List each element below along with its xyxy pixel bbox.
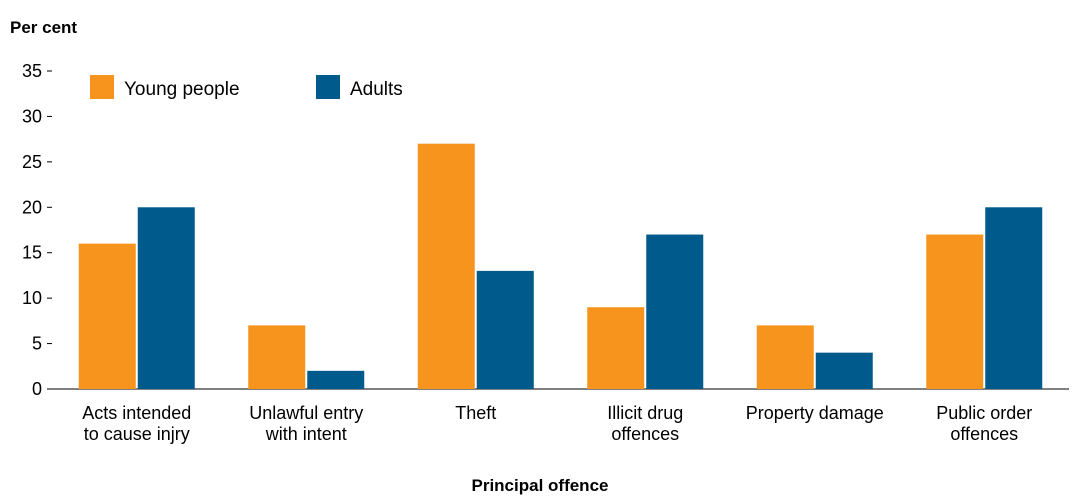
bar-young-people — [756, 325, 814, 389]
bars — [78, 143, 1043, 389]
y-tick-label: 30 — [22, 106, 42, 126]
category-label: offences — [950, 424, 1018, 444]
category-label: Illicit drug — [607, 403, 683, 423]
category-label: with intent — [265, 424, 347, 444]
y-axis-title: Per cent — [10, 18, 77, 37]
category-label: Property damage — [746, 403, 884, 423]
legend: Young people Adults — [90, 75, 403, 100]
y-tick-label: 15 — [22, 243, 42, 263]
y-tick-label: 25 — [22, 152, 42, 172]
bar-young-people — [248, 325, 306, 389]
bar-young-people — [587, 307, 645, 389]
y-axis-ticks: 0 5 10 15 20 25 30 35 — [22, 61, 52, 399]
bar-adults — [985, 207, 1043, 389]
bar-adults — [476, 270, 534, 389]
bar-young-people — [78, 243, 136, 389]
legend-label: Young people — [124, 79, 240, 100]
category-label: Public order — [936, 403, 1032, 423]
category-label: to cause injry — [84, 424, 190, 444]
y-tick-label: 20 — [22, 197, 42, 217]
legend-swatch — [90, 75, 114, 99]
legend-label: Adults — [350, 79, 403, 100]
bar-adults — [137, 207, 195, 389]
bar-young-people — [926, 234, 984, 389]
y-tick-label: 5 — [32, 334, 42, 354]
y-tick-label: 0 — [32, 379, 42, 399]
x-axis-title: Principal offence — [472, 476, 609, 495]
y-tick-label: 35 — [22, 61, 42, 81]
category-label: Theft — [455, 403, 496, 423]
bar-adults — [815, 352, 873, 389]
y-tick-label: 10 — [22, 288, 42, 308]
legend-swatch — [316, 75, 340, 99]
bar-adults — [646, 234, 704, 389]
bar-young-people — [417, 143, 475, 389]
category-label: Unlawful entry — [249, 403, 363, 423]
category-label: Acts intended — [82, 403, 191, 423]
bar-adults — [307, 370, 365, 389]
category-label: offences — [611, 424, 679, 444]
